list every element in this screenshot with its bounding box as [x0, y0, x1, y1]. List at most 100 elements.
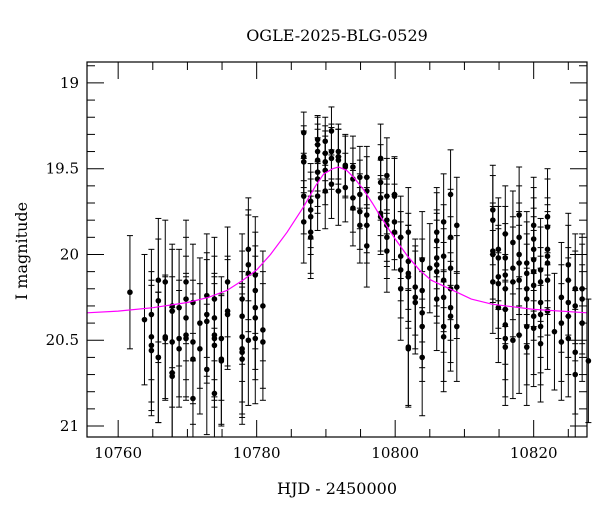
data-point — [440, 334, 447, 340]
data-point — [328, 181, 335, 187]
data-point — [495, 255, 502, 261]
data-point — [510, 265, 516, 271]
data-point — [433, 255, 440, 261]
data-point — [397, 253, 404, 259]
data-point — [162, 279, 169, 285]
data-point — [502, 255, 509, 261]
data-point — [397, 267, 404, 273]
data-point — [335, 157, 342, 163]
data-point — [495, 304, 502, 311]
data-point — [239, 334, 245, 340]
data-point — [197, 346, 203, 352]
data-point — [502, 344, 509, 350]
model-curve — [86, 166, 588, 314]
data-point — [307, 229, 314, 235]
data-point — [218, 335, 225, 342]
data-point — [537, 267, 544, 273]
data-point — [335, 148, 342, 155]
data-point — [183, 335, 189, 342]
data-point — [537, 323, 544, 330]
data-point — [530, 282, 537, 289]
data-point — [314, 136, 321, 143]
data-point — [211, 335, 218, 342]
data-point — [447, 191, 454, 198]
data-point — [357, 208, 363, 215]
y-tick-label: 20 — [60, 245, 79, 263]
data-point — [419, 323, 425, 330]
data-point — [530, 325, 537, 332]
data-point — [537, 311, 544, 318]
data-point — [530, 313, 537, 320]
data-point — [440, 294, 447, 301]
data-point — [490, 279, 496, 285]
data-point — [239, 296, 245, 302]
data-point — [335, 188, 342, 194]
data-point — [190, 339, 196, 345]
data-point — [245, 246, 252, 253]
data-point — [169, 308, 175, 314]
data-point — [314, 141, 321, 148]
data-point — [391, 193, 398, 199]
data-point — [433, 237, 440, 244]
data-point — [523, 344, 530, 350]
data-point — [197, 320, 203, 326]
data-point — [537, 279, 544, 285]
data-point — [300, 219, 307, 225]
data-point — [314, 169, 321, 175]
data-point — [495, 246, 502, 253]
data-point — [307, 213, 314, 220]
data-point — [495, 273, 502, 280]
data-point — [391, 219, 398, 225]
data-point — [148, 347, 155, 354]
data-point — [502, 322, 509, 328]
data-point — [412, 299, 419, 306]
data-point — [510, 239, 516, 246]
data-point — [454, 323, 460, 330]
data-point — [572, 303, 579, 309]
data-point — [490, 207, 496, 213]
data-point — [447, 234, 454, 241]
data-point — [342, 164, 349, 170]
data-point — [490, 217, 496, 223]
data-point — [148, 311, 155, 318]
data-point — [155, 354, 162, 361]
data-point — [245, 337, 252, 344]
x-axis-label: HJD - 2450000 — [277, 479, 397, 498]
data-point — [176, 346, 182, 352]
data-point — [502, 335, 509, 342]
data-point — [579, 320, 585, 326]
data-point — [530, 222, 537, 229]
error-bars — [126, 106, 592, 437]
data-point — [433, 296, 440, 302]
data-point — [377, 155, 384, 162]
data-point — [565, 313, 572, 320]
data-point — [328, 155, 335, 162]
data-point — [322, 188, 329, 194]
data-point — [502, 285, 509, 292]
data-point — [516, 251, 522, 258]
data-point — [419, 310, 425, 316]
data-point — [300, 129, 307, 136]
data-point — [440, 253, 447, 259]
data-point — [211, 296, 218, 302]
data-point — [510, 337, 516, 344]
data-point — [433, 268, 440, 275]
data-point — [579, 296, 585, 302]
data-point — [516, 234, 522, 241]
data-point — [183, 296, 189, 302]
data-point — [454, 222, 460, 229]
data-point — [314, 157, 321, 163]
data-point — [447, 304, 454, 311]
data-point — [440, 219, 447, 225]
data-point — [204, 318, 210, 325]
data-point — [245, 261, 252, 268]
data-point — [544, 260, 551, 266]
data-point — [363, 212, 370, 218]
data-point — [224, 279, 231, 285]
data-point — [523, 260, 530, 266]
data-point — [155, 277, 162, 284]
data-points — [127, 128, 592, 402]
data-point — [530, 256, 537, 263]
data-point — [252, 272, 259, 278]
